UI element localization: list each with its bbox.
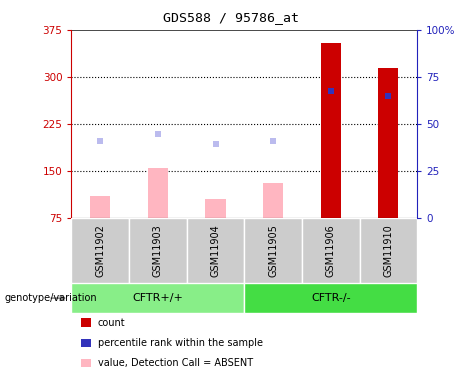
Text: value, Detection Call = ABSENT: value, Detection Call = ABSENT — [98, 358, 253, 368]
Bar — [187, 217, 244, 283]
Bar — [360, 217, 417, 283]
Text: CFTR-/-: CFTR-/- — [311, 293, 350, 303]
Bar — [378, 68, 398, 218]
Bar — [81, 339, 91, 347]
Text: percentile rank within the sample: percentile rank within the sample — [98, 338, 263, 348]
Bar — [302, 217, 360, 283]
Bar — [90, 196, 110, 217]
Text: GSM11906: GSM11906 — [326, 224, 336, 277]
Bar — [129, 217, 187, 283]
Bar — [206, 199, 225, 217]
Bar — [263, 183, 283, 218]
Bar — [81, 318, 91, 327]
Text: GSM11905: GSM11905 — [268, 224, 278, 277]
Point — [154, 131, 161, 137]
Bar — [244, 283, 417, 313]
Bar — [148, 168, 168, 217]
Text: count: count — [98, 318, 125, 327]
Text: genotype/variation: genotype/variation — [5, 293, 97, 303]
Bar — [71, 283, 244, 313]
Point — [97, 138, 104, 144]
Text: CFTR+/+: CFTR+/+ — [132, 293, 183, 303]
Bar — [244, 217, 302, 283]
Bar — [321, 42, 341, 218]
Text: GSM11904: GSM11904 — [211, 224, 220, 277]
Text: GSM11902: GSM11902 — [95, 224, 105, 277]
Point — [212, 141, 219, 147]
Text: GSM11903: GSM11903 — [153, 224, 163, 277]
Text: GDS588 / 95786_at: GDS588 / 95786_at — [162, 11, 299, 24]
Bar — [81, 359, 91, 367]
Point — [384, 93, 392, 99]
Text: GSM11910: GSM11910 — [384, 224, 393, 277]
Bar — [71, 217, 129, 283]
Point — [269, 138, 277, 144]
Point — [327, 88, 334, 94]
